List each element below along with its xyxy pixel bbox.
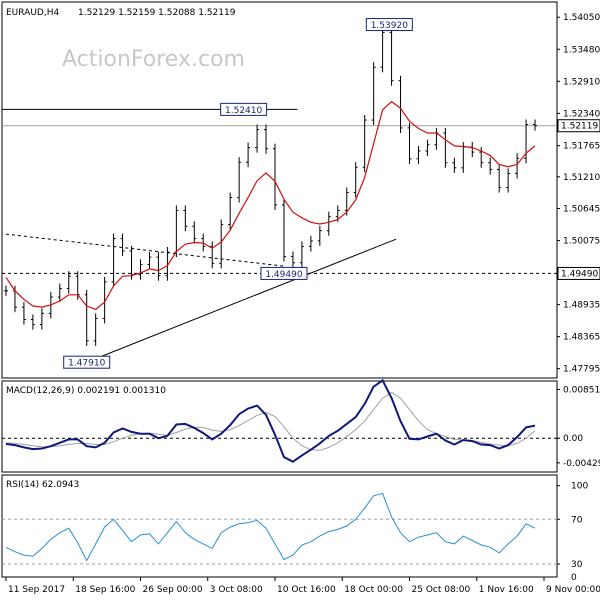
price-layer: 1.47910 1.52410 1.49490 1.53920 <box>2 18 557 369</box>
macd-ytick-label: 0.008517 <box>563 385 600 395</box>
price-ytick-label: 1.53480 <box>563 45 600 55</box>
price-annotation-box <box>63 355 111 369</box>
price-annotation-label: 1.47910 <box>68 359 105 369</box>
price-ytick-label: 1.52910 <box>563 77 600 87</box>
price-ohlc-readout: 1.52129 1.52159 1.52088 1.52119 <box>78 8 236 18</box>
price-ytick-label: 1.50645 <box>563 205 600 215</box>
watermark: ActionForex.com <box>62 47 245 72</box>
price-annotation-box <box>365 18 413 32</box>
price-ytick-label: 1.51210 <box>563 173 600 183</box>
macd-title: MACD(12,26,9) 0.002191 0.001310 <box>6 386 166 396</box>
xtick-label: 18 Sep 16:00 <box>75 585 135 595</box>
macd-layer <box>2 378 557 463</box>
price-ytick-label: 1.48935 <box>563 301 600 311</box>
xtick-label: 9 Nov 00:00 <box>546 585 600 595</box>
price-annotation-label: 1.53920 <box>371 21 408 31</box>
price-annotation: 1.49490 <box>260 266 308 280</box>
price-annotation-label: 1.49490 <box>265 270 302 280</box>
price-ytick-label: 1.52340 <box>563 109 600 119</box>
price-annotation: 1.47910 <box>63 355 111 369</box>
xtick-label: 10 Oct 16:00 <box>277 585 336 595</box>
price-annotation: 1.52410 <box>220 102 268 116</box>
macd-signal-line <box>5 391 536 451</box>
support-price-tag-label: 1.49490 <box>561 269 598 279</box>
rsi-ytick-label: 70 <box>571 515 583 525</box>
rising-trendline <box>86 238 397 363</box>
moving-average-line <box>5 100 536 311</box>
price-annotation-box <box>260 266 308 280</box>
macd-line <box>5 378 536 463</box>
macd-panel-frame <box>1 380 558 473</box>
support-price-tag <box>557 266 600 280</box>
rsi-line <box>5 492 536 562</box>
rsi-ytick-label: 100 <box>571 482 588 492</box>
xtick-label: 11 Sep 2017 <box>8 585 65 595</box>
price-ytick-label: 1.50075 <box>563 237 600 247</box>
axis-layer: 1.54050 1.53480 1.52910 1.52340 1.51765 1.512… <box>5 13 600 595</box>
price-annotation: 1.53920 <box>365 18 413 32</box>
price-annotation-box <box>220 102 268 116</box>
price-ytick-label: 1.51765 <box>563 142 600 152</box>
xtick-label: 1 Nov 16:00 <box>479 585 534 595</box>
rsi-panel-frame <box>1 474 558 578</box>
dashed-trendline <box>5 233 285 267</box>
rsi-title: RSI(14) 62.0943 <box>6 480 79 490</box>
xtick-label: 26 Sep 00:00 <box>143 585 203 595</box>
rsi-ytick-label: 30 <box>571 560 583 570</box>
xtick-label: 18 Oct 00:00 <box>344 585 403 595</box>
macd-ytick-label: 0.00 <box>563 434 583 444</box>
price-annotation-label: 1.52410 <box>225 106 262 116</box>
price-ytick-label: 1.54050 <box>563 13 600 23</box>
rsi-layer <box>2 492 557 565</box>
rsi-ytick-label: 0 <box>571 573 577 583</box>
price-ytick-label: 1.48365 <box>563 333 600 343</box>
macd-ytick-label: -0.004296 <box>563 459 600 469</box>
price-title: EURAUD,H4 <box>6 8 59 18</box>
xtick-label: 3 Oct 08:00 <box>210 585 263 595</box>
current-price-tag-label: 1.52119 <box>561 122 598 132</box>
price-ytick-label: 1.47795 <box>563 365 600 375</box>
xtick-label: 25 Oct 08:00 <box>412 585 471 595</box>
current-price-tag <box>557 119 600 133</box>
